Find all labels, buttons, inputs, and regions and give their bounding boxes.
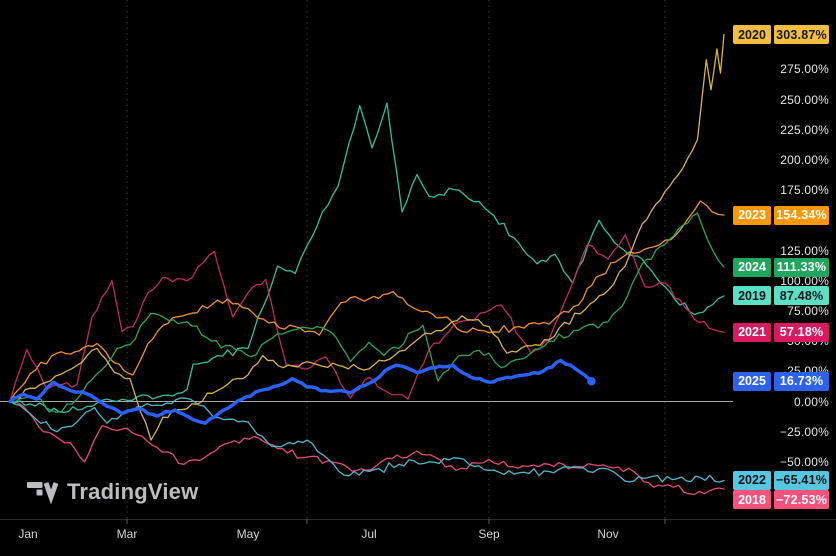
tradingview-logo-icon [27,481,58,504]
value-badge-2024: 111.33% [774,257,829,277]
price-label-row-2020: 2020 303.87% [733,25,829,45]
x-axis-month-label-mar: Mar [116,527,138,541]
y-axis-tick-label: 0.00% [793,394,829,409]
x-axis-month-label-jan: Jan [18,527,38,541]
y-axis-tick-label: 75.00% [787,303,829,318]
price-label-row-2021: 2021 57.18% [733,322,829,342]
x-axis-month-label-sep: Sep [478,527,500,541]
price-label-row-2023: 2023 154.34% [733,205,829,225]
x-axis-month-label-nov: Nov [597,527,619,541]
value-badge-2025: 16.73% [774,371,829,391]
year-badge-2022: 2022 [733,470,771,490]
price-label-row-2024: 2024 111.33% [733,257,829,277]
x-axis-month-label-jul: Jul [361,527,377,541]
time-scale[interactable]: Jan Mar May Jul Sep Nov [0,519,836,556]
series-line-2018[interactable] [9,400,725,496]
series-line-2025[interactable] [8,358,594,425]
y-axis-tick-label: 250.00% [780,92,829,107]
value-badge-2018: −72.53% [774,490,829,510]
series-line-2021[interactable] [9,234,725,403]
x-axis-month-label-may: May [236,527,260,541]
y-axis-tick-label: −25.00% [779,424,829,439]
y-axis-tick-label: −50.00% [779,454,829,469]
y-axis-tick-label: 200.00% [780,152,829,167]
value-badge-2022: −65.41% [774,470,829,490]
price-label-row-2025: 2025 16.73% [733,371,829,391]
year-badge-2019: 2019 [733,286,771,306]
tradingview-watermark-text: TradingView [67,479,199,504]
y-axis-tick-label: 275.00% [780,62,829,77]
y-axis-tick-label: 225.00% [780,122,829,137]
year-badge-2021: 2021 [733,322,771,342]
price-scale[interactable]: 275.00%250.00%225.00%200.00%175.00%150.0… [733,0,836,519]
y-axis-tick-label: 100.00% [780,273,829,288]
value-badge-2019: 87.48% [774,286,829,306]
value-badge-2023: 154.34% [774,205,829,225]
year-badge-2023: 2023 [733,205,771,225]
y-axis-tick-label: 175.00% [780,183,829,198]
series-line-2020[interactable] [9,33,725,441]
series-line-2019[interactable] [9,102,725,414]
series-last-value-dot-2025 [587,377,596,386]
price-label-row-2018: 2018 −72.53% [733,490,829,510]
year-badge-2024: 2024 [733,257,771,277]
tradingview-watermark: TradingView [27,479,198,505]
price-label-row-2019: 2019 87.48% [733,286,829,306]
value-badge-2020: 303.87% [774,25,829,45]
series-line-2024[interactable] [9,212,725,414]
year-badge-2020: 2020 [733,25,771,45]
year-badge-2025: 2025 [733,371,771,391]
year-badge-2018: 2018 [733,490,771,510]
y-axis-tick-label: 125.00% [780,243,829,258]
series-line-2023[interactable] [9,200,725,403]
price-label-row-2022: 2022 −65.41% [733,470,829,490]
value-badge-2021: 57.18% [774,322,829,342]
